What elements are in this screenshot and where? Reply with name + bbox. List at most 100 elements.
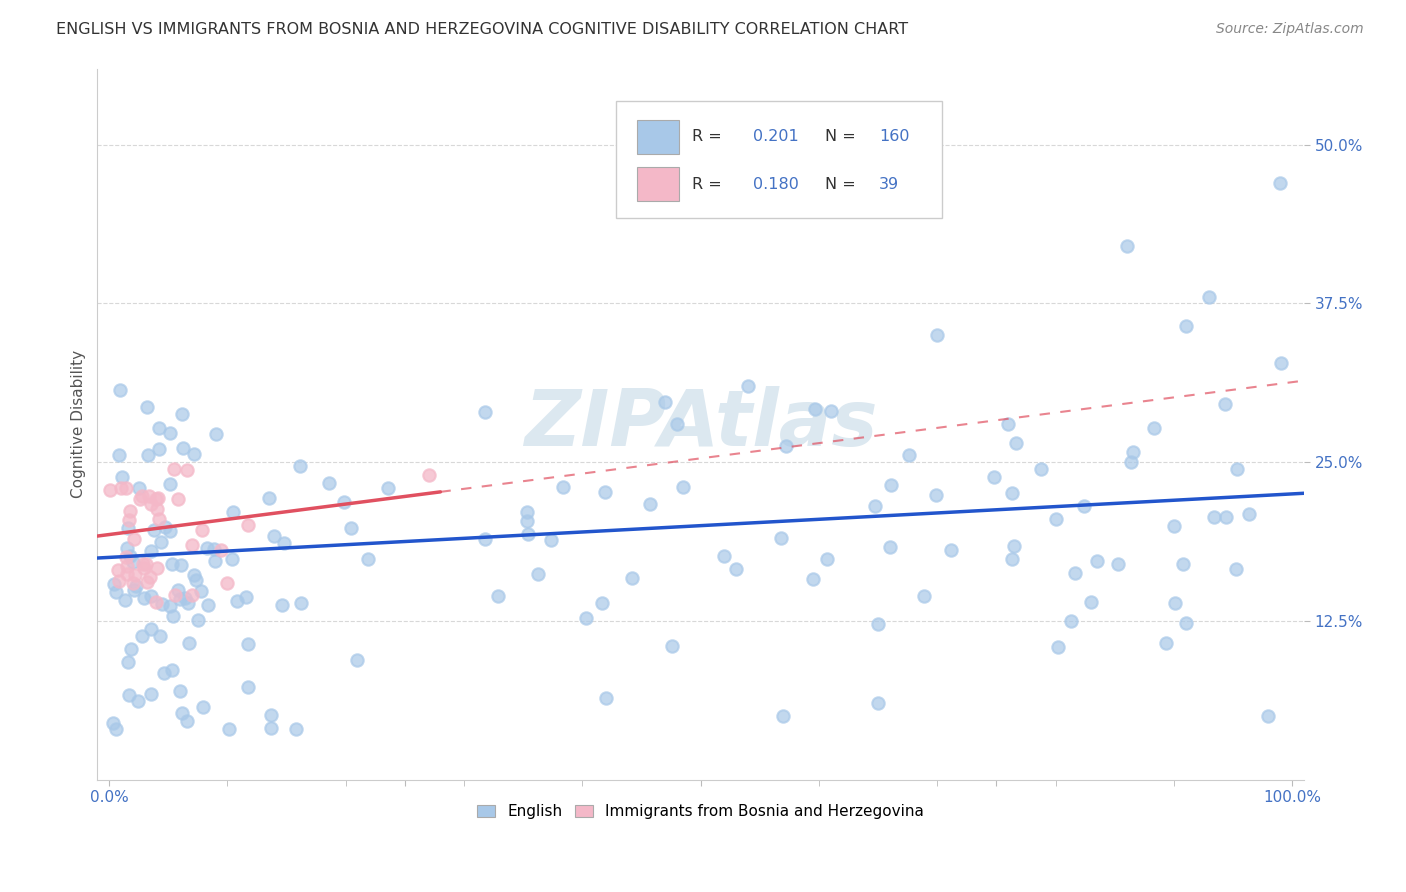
Point [927,328,949,343]
Point [997,417,1019,431]
Text: N =: N = [825,129,856,145]
Point [661,639,683,653]
Point [159,599,181,614]
Point [1174,319,1197,334]
Point [1171,557,1194,571]
Text: Source: ZipAtlas.com: Source: ZipAtlas.com [1216,22,1364,37]
Point [172,706,194,720]
Point [169,558,191,572]
Point [153,665,176,680]
Point [120,641,142,656]
Point [114,482,136,496]
Point [124,567,146,582]
Point [150,597,173,611]
Point [132,561,155,575]
Point [526,566,548,581]
Point [1029,462,1052,476]
Point [111,470,134,484]
Point [621,571,644,585]
Point [139,544,162,558]
Point [145,561,167,575]
Point [1060,615,1083,629]
Point [114,550,136,565]
Point [176,714,198,728]
Point [260,721,283,735]
Point [346,653,368,667]
Point [177,636,200,650]
Text: ZIPAtlas: ZIPAtlas [524,386,877,462]
Point [149,629,172,643]
Point [138,489,160,503]
Point [516,514,538,528]
Point [1080,595,1102,609]
Text: ENGLISH VS IMMIGRANTS FROM BOSNIA AND HERZEGOVINA COGNITIVE DISABILITY CORRELATI: ENGLISH VS IMMIGRANTS FROM BOSNIA AND HE… [56,22,908,37]
Point [1119,455,1142,469]
Point [284,722,307,736]
Point [136,575,159,590]
Point [197,598,219,612]
Point [202,542,225,557]
Point [181,539,204,553]
Point [162,609,184,624]
Point [1213,396,1236,410]
Point [184,573,207,587]
Point [666,417,689,431]
Point [1154,635,1177,649]
Point [770,531,793,545]
Point [118,513,141,527]
Point [1002,539,1025,553]
Point [238,681,260,695]
Text: N =: N = [825,177,856,192]
Point [159,524,181,539]
Legend: English, Immigrants from Bosnia and Herzegovina: English, Immigrants from Bosnia and Herz… [471,798,931,825]
Point [134,591,156,605]
Point [108,384,131,398]
Point [1174,616,1197,631]
Point [131,629,153,643]
Point [108,574,131,589]
Point [166,491,188,506]
Point [103,577,125,591]
Point [122,532,145,546]
Point [1107,557,1129,571]
Point [181,589,204,603]
Point [217,575,239,590]
Point [474,532,496,546]
Point [167,582,190,597]
Point [868,697,890,711]
Point [163,588,186,602]
Point [273,535,295,549]
Point [190,584,212,599]
Point [159,477,181,491]
Point [775,439,797,453]
Point [139,497,162,511]
Point [595,691,617,706]
Point [340,521,363,535]
Point [132,558,155,572]
Point [474,405,496,419]
Point [1164,595,1187,609]
Point [941,543,963,558]
Point [117,566,139,581]
Text: 0.180: 0.180 [752,177,799,192]
Point [209,543,232,558]
Point [148,512,170,526]
Point [1085,554,1108,568]
Point [640,497,662,511]
Point [820,404,842,418]
Point [235,590,257,604]
Point [1257,709,1279,723]
Point [1237,507,1260,521]
Point [1143,420,1166,434]
Point [236,638,259,652]
FancyBboxPatch shape [616,101,942,218]
Point [128,694,150,708]
Point [225,594,247,608]
Point [148,421,170,435]
Point [357,552,380,566]
Point [1122,444,1144,458]
Point [912,589,935,603]
Point [863,500,886,514]
Point [121,555,143,569]
Point [1215,509,1237,524]
